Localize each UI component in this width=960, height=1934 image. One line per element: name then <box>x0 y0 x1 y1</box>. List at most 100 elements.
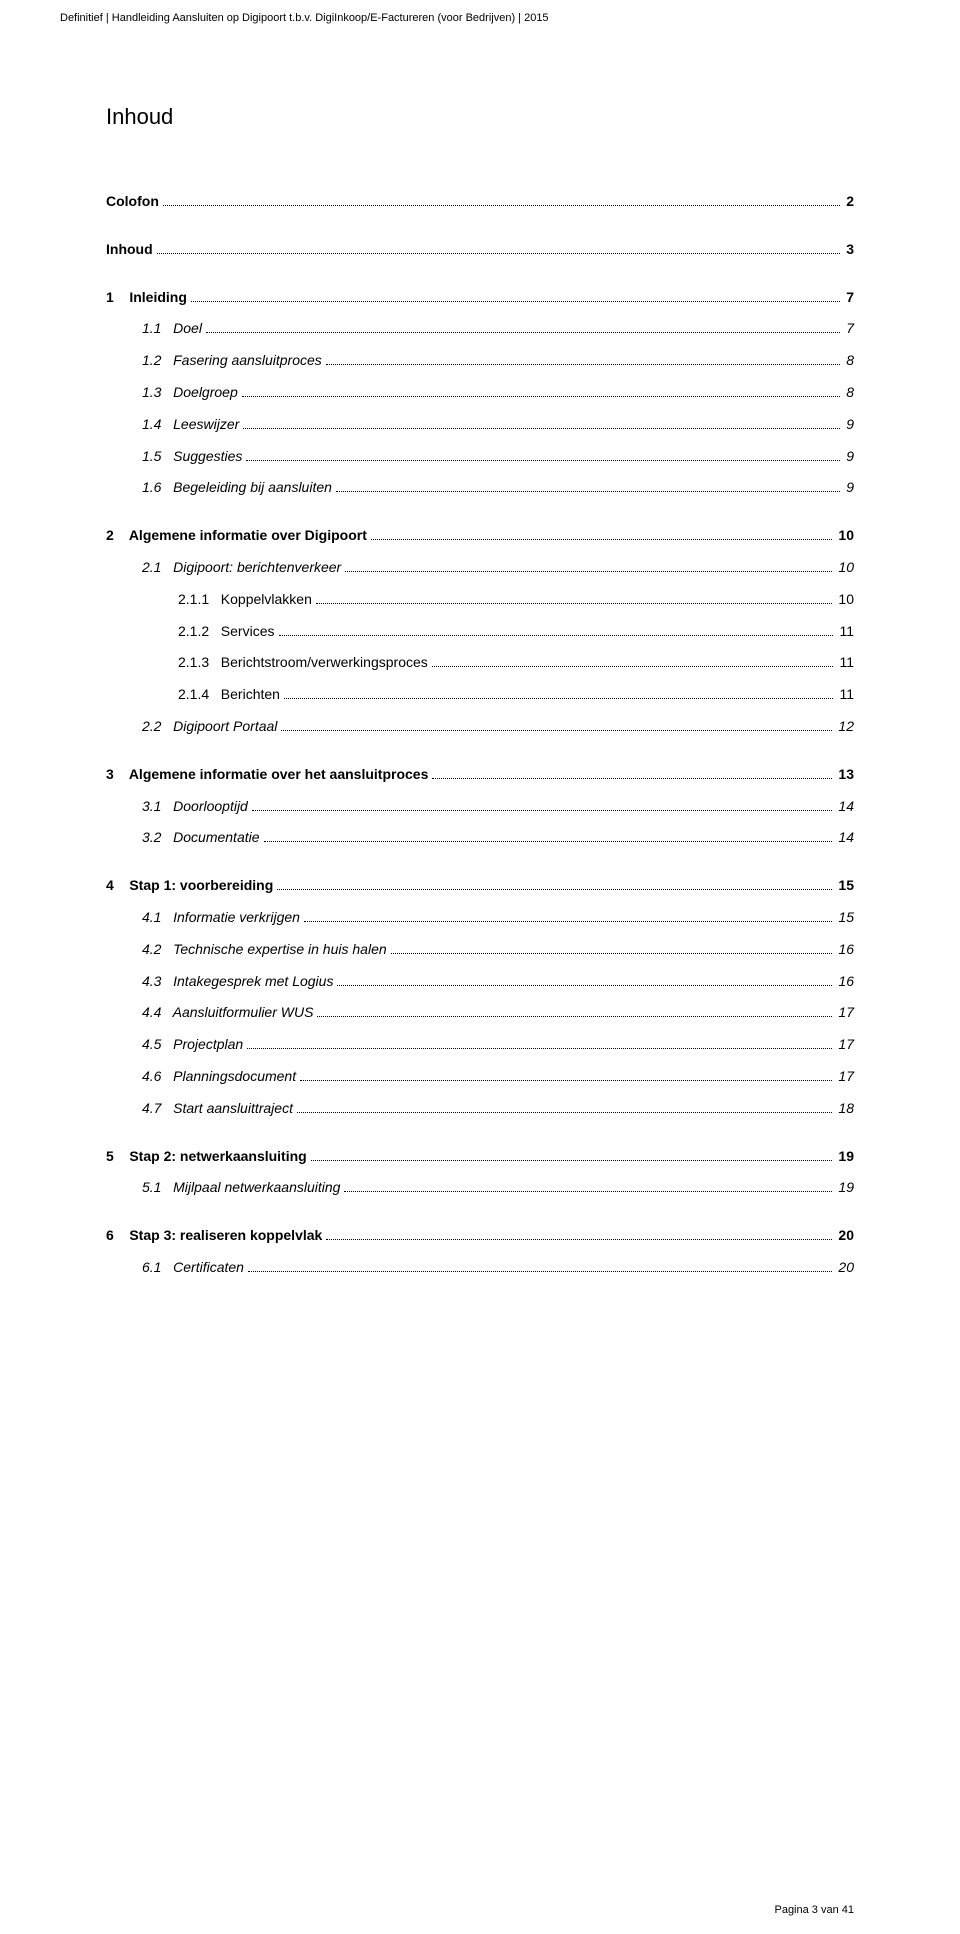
toc-leader-dots <box>242 396 840 397</box>
toc-entry: 3.2 Documentatie14 <box>106 826 854 850</box>
toc-leader-dots <box>317 1016 832 1017</box>
toc-entry-label: 4.3 Intakegesprek met Logius <box>142 970 333 994</box>
toc-entry-page: 13 <box>836 763 854 787</box>
toc-leader-dots <box>246 460 840 461</box>
toc-entry-page: 10 <box>836 524 854 548</box>
toc-entry: 2.1.1 Koppelvlakken 10 <box>106 588 854 612</box>
toc-leader-dots <box>304 921 832 922</box>
toc-entry-label: 6.1 Certificaten <box>142 1256 244 1280</box>
toc-entry-label: 2.1.2 Services <box>178 620 275 644</box>
toc-entry: 1 Inleiding7 <box>106 286 854 310</box>
toc-leader-dots <box>391 953 833 954</box>
toc-title: Inhoud <box>106 104 854 130</box>
toc-entry-label: 1.4 Leeswijzer <box>142 413 239 437</box>
toc-entry-page: 9 <box>844 445 854 469</box>
toc-spacer <box>106 1208 854 1224</box>
toc-leader-dots <box>297 1112 832 1113</box>
toc-entry-label: Colofon <box>106 190 159 214</box>
toc-leader-dots <box>432 778 832 779</box>
toc-entry: 4.3 Intakegesprek met Logius16 <box>106 970 854 994</box>
toc-entry: 4.1 Informatie verkrijgen 15 <box>106 906 854 930</box>
toc-container: Colofon 2 Inhoud 3 1 Inleiding7 1.1 Doel 7 1.2 … <box>106 190 854 1280</box>
toc-entry: 4.4 Aansluitformulier WUS17 <box>106 1001 854 1025</box>
toc-entry-label: Inhoud <box>106 238 153 262</box>
toc-leader-dots <box>300 1080 832 1081</box>
toc-entry: Inhoud 3 <box>106 238 854 262</box>
toc-entry-page: 9 <box>844 413 854 437</box>
toc-entry-label: 5 Stap 2: netwerkaansluiting <box>106 1145 307 1169</box>
toc-entry: 4 Stap 1: voorbereiding15 <box>106 874 854 898</box>
toc-leader-dots <box>264 841 833 842</box>
toc-entry-page: 10 <box>836 588 854 612</box>
toc-entry-page: 3 <box>844 238 854 262</box>
toc-entry: 1.3 Doelgroep 8 <box>106 381 854 405</box>
toc-entry-label: 4.5 Projectplan <box>142 1033 243 1057</box>
toc-leader-dots <box>311 1160 833 1161</box>
toc-leader-dots <box>243 428 840 429</box>
toc-leader-dots <box>279 635 834 636</box>
toc-entry-page: 7 <box>844 317 854 341</box>
toc-entry-label: 6 Stap 3: realiseren koppelvlak <box>106 1224 322 1248</box>
toc-entry-page: 15 <box>836 906 854 930</box>
toc-entry-page: 17 <box>836 1065 854 1089</box>
toc-entry-page: 11 <box>837 651 854 675</box>
toc-spacer <box>106 858 854 874</box>
toc-entry-label: 2.1.1 Koppelvlakken <box>178 588 312 612</box>
toc-leader-dots <box>345 571 832 572</box>
toc-entry-label: 4.1 Informatie verkrijgen <box>142 906 300 930</box>
toc-entry-label: 1.2 Fasering aansluitproces <box>142 349 322 373</box>
toc-entry: 1.5 Suggesties 9 <box>106 445 854 469</box>
toc-entry-label: 1.1 Doel <box>142 317 202 341</box>
toc-entry-page: 10 <box>836 556 854 580</box>
page-content: Inhoud Colofon 2 Inhoud 3 1 Inleiding7 1.1 Do… <box>0 24 960 1348</box>
toc-entry-label: 2 Algemene informatie over Digipoort <box>106 524 367 548</box>
toc-entry: 1.4 Leeswijzer 9 <box>106 413 854 437</box>
toc-spacer <box>106 1129 854 1145</box>
toc-entry-label: 5.1 Mijlpaal netwerkaansluiting <box>142 1176 340 1200</box>
toc-entry-page: 19 <box>836 1176 854 1200</box>
toc-entry-page: 8 <box>844 381 854 405</box>
toc-leader-dots <box>344 1191 832 1192</box>
toc-entry-label: 1.3 Doelgroep <box>142 381 238 405</box>
toc-entry: 3.1 Doorlooptijd 14 <box>106 795 854 819</box>
toc-leader-dots <box>252 810 833 811</box>
toc-entry: 3 Algemene informatie over het aansluitp… <box>106 763 854 787</box>
toc-leader-dots <box>284 698 834 699</box>
toc-entry: 2.1.3 Berichtstroom/verwerkingsproces 11 <box>106 651 854 675</box>
toc-entry-label: 3 Algemene informatie over het aansluitp… <box>106 763 428 787</box>
toc-spacer <box>106 508 854 524</box>
toc-entry-page: 11 <box>837 620 854 644</box>
toc-entry: Colofon 2 <box>106 190 854 214</box>
toc-entry: 4.7 Start aansluittraject18 <box>106 1097 854 1121</box>
toc-leader-dots <box>247 1048 832 1049</box>
toc-entry-page: 12 <box>836 715 854 739</box>
toc-entry: 6 Stap 3: realiseren koppelvlak20 <box>106 1224 854 1248</box>
toc-entry: 4.6 Planningsdocument17 <box>106 1065 854 1089</box>
page-header: Definitief | Handleiding Aansluiten op D… <box>0 0 960 24</box>
toc-entry-page: 2 <box>844 190 854 214</box>
toc-leader-dots <box>277 889 832 890</box>
toc-leader-dots <box>191 301 840 302</box>
toc-entry-page: 16 <box>836 938 854 962</box>
toc-entry-page: 17 <box>836 1033 854 1057</box>
toc-leader-dots <box>281 730 832 731</box>
toc-leader-dots <box>337 985 832 986</box>
toc-entry-page: 9 <box>844 476 854 500</box>
toc-entry-label: 2.1.3 Berichtstroom/verwerkingsproces <box>178 651 428 675</box>
toc-leader-dots <box>336 491 840 492</box>
toc-entry-label: 3.2 Documentatie <box>142 826 260 850</box>
toc-entry-page: 18 <box>836 1097 854 1121</box>
toc-entry: 4.5 Projectplan 17 <box>106 1033 854 1057</box>
toc-entry-page: 14 <box>836 795 854 819</box>
toc-entry-label: 1.5 Suggesties <box>142 445 242 469</box>
toc-entry-page: 8 <box>844 349 854 373</box>
toc-entry-label: 3.1 Doorlooptijd <box>142 795 248 819</box>
toc-leader-dots <box>371 539 833 540</box>
toc-entry: 2.1.4 Berichten11 <box>106 683 854 707</box>
toc-entry: 6.1 Certificaten20 <box>106 1256 854 1280</box>
toc-entry: 5.1 Mijlpaal netwerkaansluiting 19 <box>106 1176 854 1200</box>
toc-leader-dots <box>206 332 840 333</box>
toc-leader-dots <box>326 1239 832 1240</box>
toc-entry: 2 Algemene informatie over Digipoort 10 <box>106 524 854 548</box>
toc-spacer <box>106 747 854 763</box>
